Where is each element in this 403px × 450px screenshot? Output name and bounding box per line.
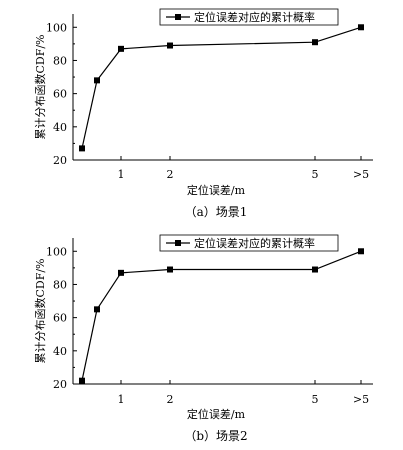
data-point xyxy=(118,45,124,52)
data-point xyxy=(79,377,85,384)
x-tick-label: >5 xyxy=(353,393,369,406)
data-point xyxy=(118,269,124,276)
data-point xyxy=(167,266,173,273)
x-tick-label: 5 xyxy=(312,393,319,406)
chart-panel-a: 20 40 60 80 100 1 2 5 >5 累计分布函数CDF/% 定位误差/m （a）场景1 定… xyxy=(34,8,373,219)
data-point xyxy=(94,306,100,313)
panel-caption: （a）场景1 xyxy=(185,205,248,219)
data-point xyxy=(312,266,318,273)
x-tick-label: 5 xyxy=(312,168,319,181)
x-tick-label: 2 xyxy=(167,168,174,181)
legend-label: 定位误差对应的累计概率 xyxy=(194,10,315,24)
x-axis-label: 定位误差/m xyxy=(187,407,246,421)
x-tick-label: 1 xyxy=(118,168,125,181)
legend-marker xyxy=(175,14,181,20)
y-tick-label: 20 xyxy=(53,378,67,391)
data-point xyxy=(94,77,100,84)
y-tick-label: 40 xyxy=(53,345,67,358)
legend-label: 定位误差对应的累计概率 xyxy=(194,236,315,250)
y-tick-label: 20 xyxy=(53,154,67,167)
y-axis-label: 累计分布函数CDF/% xyxy=(34,258,47,363)
data-point xyxy=(79,145,85,152)
y-tick-label: 80 xyxy=(53,54,67,67)
x-tick-label: 1 xyxy=(118,393,125,406)
data-point xyxy=(312,39,318,46)
x-tick-label: 2 xyxy=(167,393,174,406)
y-tick-label: 100 xyxy=(46,245,67,258)
y-tick-label: 40 xyxy=(53,121,67,134)
y-tick-label: 60 xyxy=(53,88,67,101)
x-axis-label: 定位误差/m xyxy=(187,183,246,197)
data-point xyxy=(167,42,173,49)
series-line xyxy=(81,250,362,381)
legend-marker xyxy=(175,240,181,246)
panel-caption: （b）场景2 xyxy=(184,429,247,443)
y-tick-label: 100 xyxy=(46,21,67,34)
data-point xyxy=(358,24,364,31)
chart-panel-b: 20 40 60 80 100 1 2 5 >5 累计分布函数CDF/% 定位误差/m （b）场景2 定… xyxy=(34,234,373,443)
series-line xyxy=(81,26,362,149)
x-tick-label: >5 xyxy=(353,168,369,181)
y-tick-label: 60 xyxy=(53,312,67,325)
y-axis-label: 累计分布函数CDF/% xyxy=(34,34,47,139)
y-tick-label: 80 xyxy=(53,278,67,291)
data-point xyxy=(358,248,364,255)
legend-box xyxy=(159,234,339,252)
legend-box xyxy=(159,8,339,26)
